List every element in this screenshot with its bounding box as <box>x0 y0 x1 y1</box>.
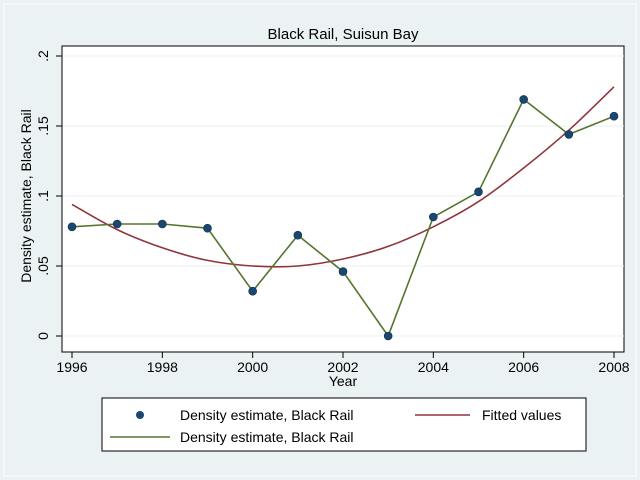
outer-frame <box>3 3 637 477</box>
x-tick-label: 2000 <box>237 359 268 375</box>
density-estimate-point <box>67 222 77 232</box>
plot-area <box>61 45 625 353</box>
x-tick-label: 1998 <box>147 359 178 375</box>
density-estimate-point <box>519 95 528 104</box>
y-tick-label: .15 <box>35 116 51 136</box>
y-tick-label: .2 <box>35 50 51 62</box>
y-axis-label: Density estimate, Black Rail <box>18 109 34 283</box>
y-tick-label: .1 <box>35 190 51 202</box>
y-axis: 0 .05 .1 .15 .2 <box>35 46 63 352</box>
density-estimate-point <box>112 219 122 229</box>
x-axis: 1996 1998 2000 2002 2004 2006 2008 <box>56 351 630 375</box>
legend-box <box>101 397 587 452</box>
legend-marker-density-estimate <box>136 411 144 419</box>
density-estimate-point <box>338 267 348 276</box>
x-tick-label: 2002 <box>327 359 358 375</box>
legend-label-fitted-values: Fitted values <box>482 407 561 423</box>
legend-label-density-estimate: Density estimate, Black Rail <box>180 407 354 423</box>
x-tick-label: 2006 <box>508 359 539 375</box>
density-estimate-point <box>158 219 167 229</box>
series-layer <box>67 86 619 341</box>
density-estimate-point <box>293 230 303 240</box>
density-estimate-point <box>248 286 257 296</box>
y-tick-label: 0 <box>35 332 51 340</box>
density-estimate-point <box>474 187 483 197</box>
x-tick-label: 1996 <box>56 359 87 375</box>
chart-title: Black Rail, Suisun Bay <box>268 26 419 43</box>
density-estimate-point <box>383 331 393 341</box>
legend-label-density-estimate-line: Density estimate, Black Rail <box>180 429 354 445</box>
gridlines <box>62 55 624 337</box>
x-tick-label: 2008 <box>598 359 629 375</box>
x-axis-label: Year <box>329 373 358 389</box>
legend: Density estimate, Black Rail Fitted value… <box>101 397 587 452</box>
fitted-values-line <box>71 86 615 268</box>
density-estimate-point <box>564 130 574 139</box>
x-tick-label: 2004 <box>418 359 449 375</box>
density-estimate-point <box>429 212 438 222</box>
density-estimate-point <box>203 223 212 233</box>
y-tick-label: .05 <box>35 256 51 276</box>
density-estimate-point <box>609 111 619 121</box>
